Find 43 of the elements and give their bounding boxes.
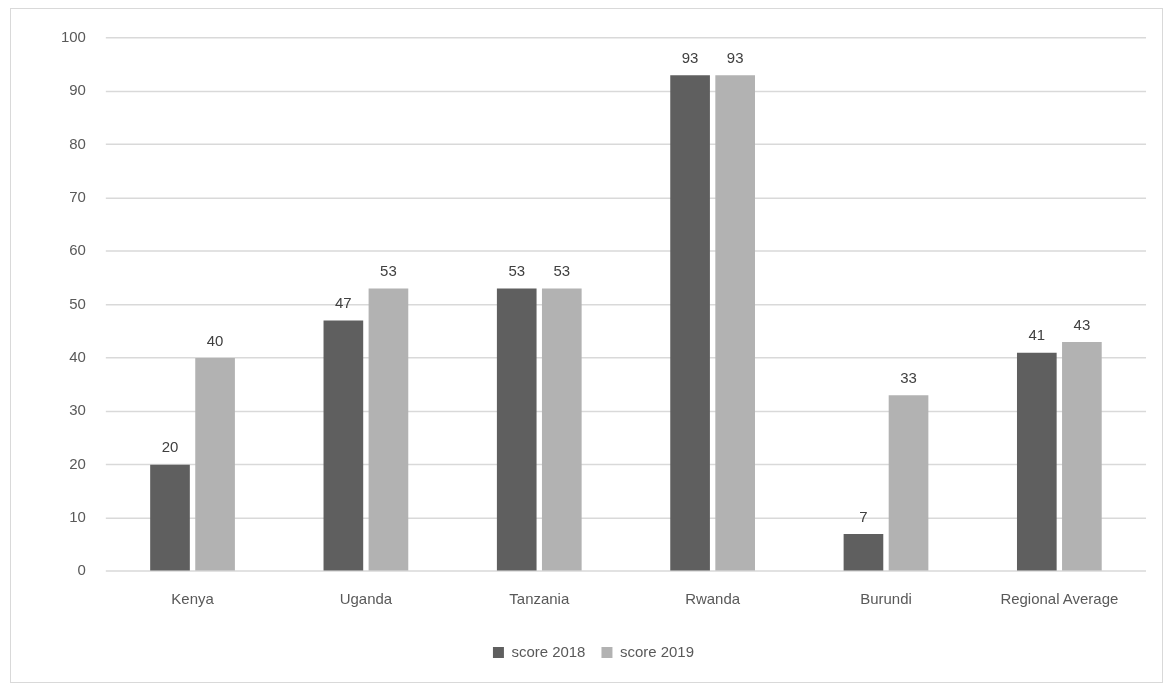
y-tick-label: 30 — [69, 401, 86, 419]
x-tick-label: Kenya — [171, 590, 215, 608]
bar — [541, 288, 582, 571]
x-tick-label: Uganda — [339, 590, 393, 608]
data-label: 41 — [1028, 326, 1046, 344]
legend-label: score 2018 — [511, 642, 586, 660]
data-label: 93 — [726, 48, 744, 66]
x-tick-label: Rwanda — [685, 590, 741, 608]
bar — [1016, 352, 1057, 571]
bar — [715, 75, 755, 571]
y-tick-label: 50 — [69, 294, 86, 312]
data-label: 43 — [1073, 315, 1091, 333]
data-label: 7 — [859, 507, 868, 525]
data-label: 93 — [681, 48, 699, 66]
bar — [888, 395, 929, 571]
bar — [670, 75, 710, 571]
bar — [843, 533, 884, 571]
x-tick-label: Tanzania — [509, 590, 570, 608]
data-label: 53 — [553, 262, 571, 280]
bar — [150, 464, 190, 571]
y-tick-label: 20 — [69, 454, 86, 472]
bar — [1062, 341, 1102, 571]
data-label: 20 — [161, 438, 179, 456]
x-tick-label: Regional Average — [1000, 590, 1119, 608]
bar — [368, 288, 409, 571]
y-tick-label: 70 — [69, 188, 86, 206]
y-tick-label: 60 — [69, 241, 86, 259]
y-tick-label: 90 — [69, 81, 86, 99]
data-label: 40 — [206, 331, 224, 349]
x-tick-label: Burundi — [860, 590, 912, 608]
bar — [323, 320, 364, 571]
y-tick-label: 0 — [77, 561, 86, 579]
data-label: 53 — [508, 262, 526, 280]
data-label: 33 — [900, 368, 917, 386]
y-tick-label: 100 — [60, 28, 86, 46]
data-label: 47 — [335, 294, 352, 312]
legend-label: score 2019 — [619, 642, 694, 660]
y-tick-label: 10 — [69, 508, 86, 526]
bar — [195, 357, 235, 571]
data-label: 53 — [380, 262, 397, 280]
y-tick-label: 80 — [69, 134, 86, 152]
y-tick-label: 40 — [69, 348, 86, 366]
bar — [496, 288, 537, 571]
